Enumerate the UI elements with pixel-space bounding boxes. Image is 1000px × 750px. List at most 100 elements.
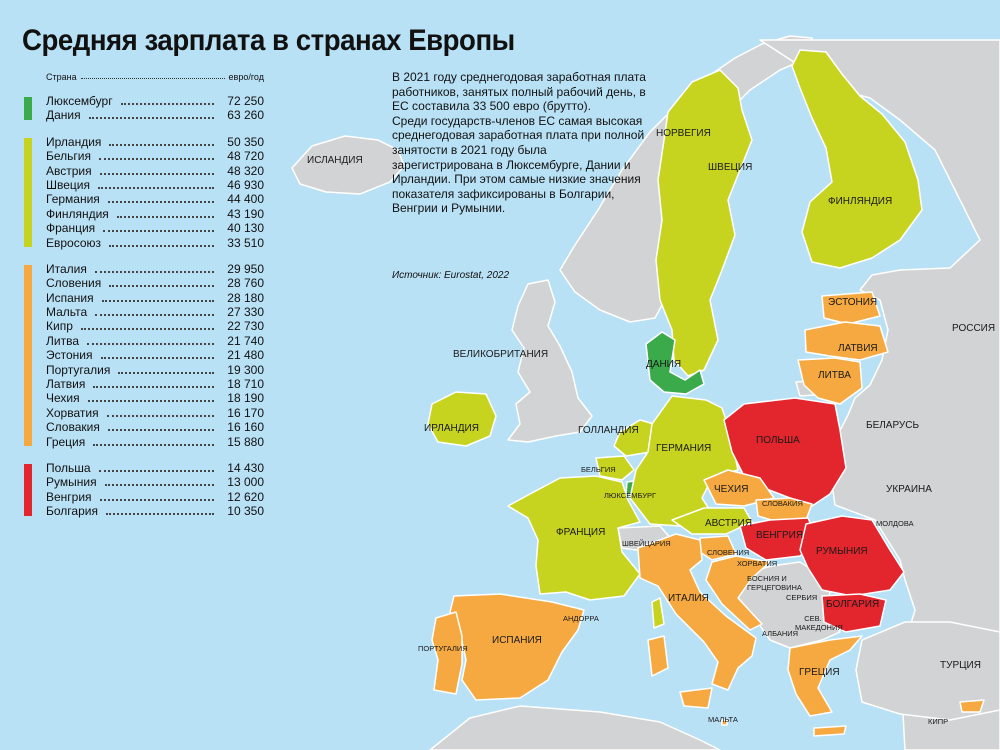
legend-row: Мальта 27 330 bbox=[46, 305, 264, 319]
label-belgium: БЕЛЬГИЯ bbox=[581, 465, 616, 474]
legend-country-name: Италия bbox=[46, 261, 87, 276]
legend-row: Испания 28 180 bbox=[46, 291, 264, 305]
legend-salary-value: 12 620 bbox=[227, 489, 264, 504]
land-africa bbox=[429, 705, 721, 750]
label-moldova: МОЛДОВА bbox=[876, 519, 914, 528]
legend-country-name: Дания bbox=[46, 108, 81, 123]
country-corsica bbox=[651, 597, 665, 629]
legend-swatch bbox=[24, 463, 32, 516]
legend-salary-value: 33 510 bbox=[227, 235, 264, 250]
legend-leader-dots bbox=[109, 143, 214, 146]
legend-country-name: Швеция bbox=[46, 177, 90, 192]
legend-country-name: Словения bbox=[46, 276, 102, 291]
legend-salary-value: 22 730 bbox=[227, 319, 264, 334]
legend-leader-dots bbox=[95, 314, 214, 317]
country-austria bbox=[671, 507, 753, 535]
country-romania bbox=[799, 515, 905, 597]
legend-salary-value: 72 250 bbox=[227, 94, 264, 108]
legend: Страна евро/год Люксембург 72 250 Дания 63 … bbox=[24, 72, 264, 531]
legend-group: Италия 29 950 Словения 28 760 Испания 28 180 М… bbox=[24, 262, 264, 449]
legend-header: Страна евро/год bbox=[24, 72, 264, 82]
label-lithuania: ЛИТВА bbox=[818, 370, 851, 381]
legend-row: Евросоюз 33 510 bbox=[46, 236, 264, 250]
legend-row: Италия 29 950 bbox=[46, 262, 264, 276]
legend-leader-dots bbox=[103, 230, 214, 233]
legend-header-dots bbox=[80, 72, 225, 79]
legend-country-name: Бельгия bbox=[46, 149, 91, 164]
country-crete bbox=[813, 725, 847, 737]
legend-salary-value: 28 180 bbox=[227, 290, 264, 305]
label-austria: АВСТРИЯ bbox=[705, 518, 753, 529]
legend-leader-dots bbox=[93, 386, 214, 389]
label-france: ФРАНЦИЯ bbox=[556, 527, 606, 538]
label-hungary: ВЕНГРИЯ bbox=[756, 530, 804, 541]
country-malta bbox=[721, 719, 728, 726]
legend-row: Румыния 13 000 bbox=[46, 475, 264, 489]
label-north-macedonia: СЕВ. МАКЕДОНИЯ bbox=[795, 614, 843, 632]
country-belgium bbox=[595, 455, 635, 481]
legend-country-name: Кипр bbox=[46, 319, 73, 334]
label-spain: ИСПАНИЯ bbox=[492, 635, 542, 646]
legend-row: Греция 15 880 bbox=[46, 435, 264, 449]
label-turkey: ТУРЦИЯ bbox=[940, 660, 981, 671]
legend-leader-dots bbox=[107, 429, 214, 432]
country-croatia bbox=[705, 555, 771, 631]
legend-salary-value: 18 190 bbox=[227, 391, 264, 406]
country-portugal bbox=[431, 611, 463, 695]
legend-country-name: Чехия bbox=[46, 391, 80, 406]
legend-leader-dots bbox=[98, 469, 214, 472]
label-poland: ПОЛЬША bbox=[756, 435, 800, 446]
legend-leader-dots bbox=[98, 158, 214, 161]
country-estonia bbox=[821, 291, 881, 325]
label-croatia: ХОРВАТИЯ bbox=[737, 559, 778, 568]
label-slovakia: СЛОВАКИЯ bbox=[762, 499, 803, 508]
legend-salary-value: 63 260 bbox=[227, 108, 264, 123]
label-bosnia: БОСНИЯ И ГЕРЦЕГОВИНА bbox=[747, 574, 802, 592]
info-paragraph-2: Среди государств-членов ЕС самая высокая… bbox=[392, 113, 645, 216]
legend-group: Ирландия 50 350 Бельгия 48 720 Австрия 48 320… bbox=[24, 135, 264, 250]
label-finland: ФИНЛЯНДИЯ bbox=[828, 196, 893, 207]
label-greece: ГРЕЦИЯ bbox=[799, 667, 840, 678]
legend-country-name: Мальта bbox=[46, 305, 88, 320]
legend-salary-value: 50 350 bbox=[227, 134, 264, 149]
label-portugal: ПОРТУГАЛИЯ bbox=[418, 644, 468, 653]
country-finland bbox=[791, 49, 923, 269]
country-denmark bbox=[645, 331, 705, 395]
label-denmark: ДАНИЯ bbox=[646, 359, 682, 370]
legend-salary-value: 10 350 bbox=[227, 504, 264, 519]
legend-country-name: Австрия bbox=[46, 163, 92, 178]
legend-leader-dots bbox=[99, 172, 214, 175]
legend-country-name: Болгария bbox=[46, 504, 98, 519]
label-iceland: ИСЛАНДИЯ bbox=[307, 155, 363, 166]
legend-country-name: Словакия bbox=[46, 420, 100, 435]
legend-country-name: Испания bbox=[46, 290, 94, 305]
land-turkey bbox=[855, 621, 1000, 721]
label-switzerland: ШВЕЙЦАРИЯ bbox=[622, 539, 671, 548]
legend-row: Словения 28 760 bbox=[46, 276, 264, 290]
legend-leader-dots bbox=[118, 371, 214, 374]
legend-leader-dots bbox=[87, 342, 214, 345]
legend-country-name: Германия bbox=[46, 192, 100, 207]
legend-row: Кипр 22 730 bbox=[46, 319, 264, 333]
legend-country-name: Португалия bbox=[46, 362, 111, 377]
eu-countries bbox=[427, 49, 985, 737]
land-uk bbox=[507, 279, 593, 443]
label-ukraine: УКРАИНА bbox=[886, 484, 932, 495]
legend-salary-value: 14 430 bbox=[227, 460, 264, 475]
legend-row: Австрия 48 320 bbox=[46, 164, 264, 178]
legend-country-name: Хорватия bbox=[46, 405, 99, 420]
legend-row: Словакия 16 160 bbox=[46, 420, 264, 434]
label-serbia: СЕРБИЯ bbox=[786, 593, 818, 602]
label-ireland: ИРЛАНДИЯ bbox=[424, 423, 479, 434]
legend-row: Чехия 18 190 bbox=[46, 391, 264, 405]
country-lithuania bbox=[797, 357, 863, 405]
label-romania: РУМЫНИЯ bbox=[816, 546, 868, 557]
legend-salary-value: 16 160 bbox=[227, 420, 264, 435]
label-slovenia: СЛОВЕНИЯ bbox=[707, 548, 750, 557]
label-germany: ГЕРМАНИЯ bbox=[656, 443, 712, 454]
legend-salary-value: 43 190 bbox=[227, 206, 264, 221]
label-luxembourg: ЛЮКСЕМБУРГ bbox=[604, 491, 657, 500]
legend-row: Люксембург 72 250 bbox=[46, 94, 264, 108]
legend-salary-value: 18 710 bbox=[227, 377, 264, 392]
